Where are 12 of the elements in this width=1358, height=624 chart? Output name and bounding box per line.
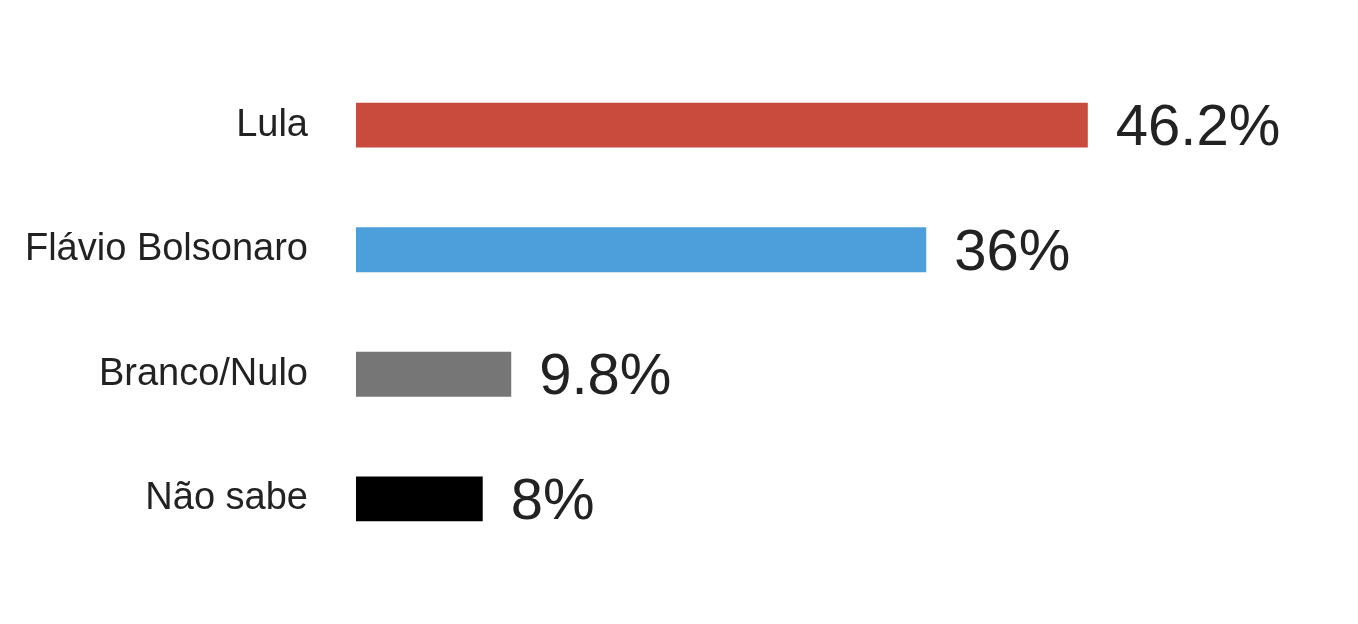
y-tick-label: Não sabe (145, 475, 308, 518)
data-label: 8% (510, 465, 595, 531)
y-tick-label: Lula (236, 101, 309, 144)
data-label: 46.2% (1115, 92, 1281, 158)
bar (356, 227, 927, 273)
bar (356, 351, 512, 397)
bar (356, 476, 483, 522)
data-label: 9.8% (539, 341, 672, 407)
bar (356, 102, 1088, 148)
y-tick-label: Flávio Bolsonaro (24, 226, 308, 269)
data-label: 36% (954, 216, 1071, 282)
y-tick-label: Branco/Nulo (98, 350, 308, 393)
